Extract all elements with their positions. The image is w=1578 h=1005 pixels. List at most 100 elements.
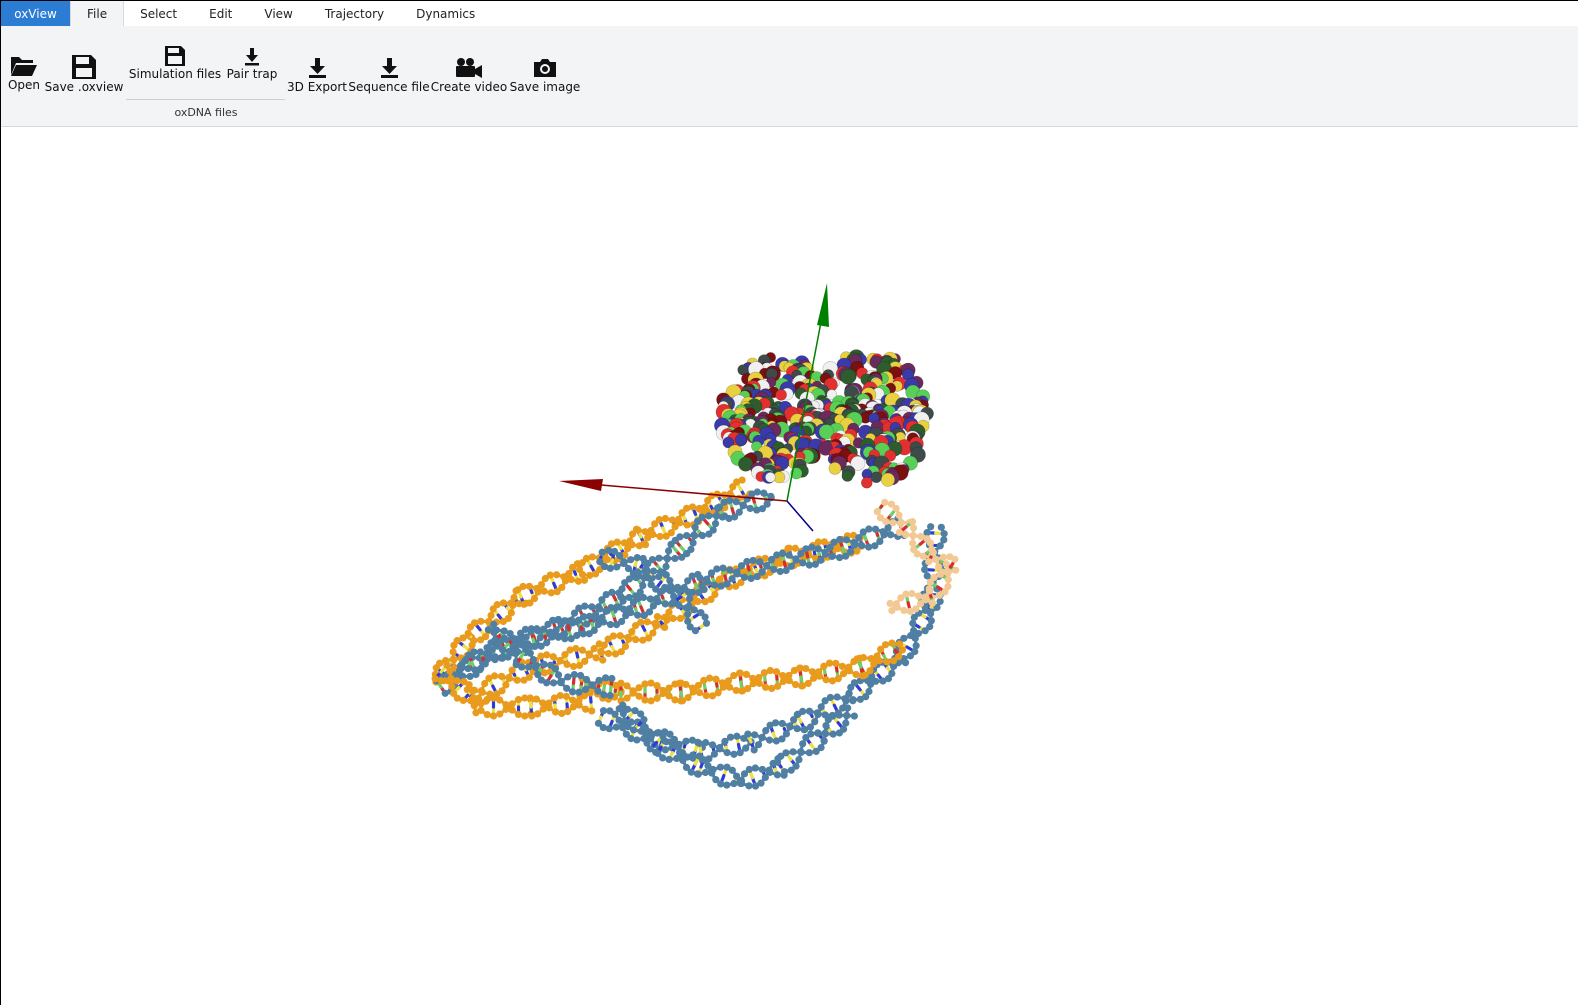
nucleotide [499,599,507,607]
dna-helix[interactable] [594,523,948,765]
nucleotide [844,704,852,712]
protein-atom [828,462,842,475]
download-icon [377,56,401,80]
protein-atom [765,471,776,483]
nucleotide [686,594,694,603]
folder-open-icon [9,54,39,78]
nucleotide [909,524,918,532]
create-video-button[interactable]: Create video [430,56,508,94]
nucleotide [702,619,711,627]
save-oxview-label: Save .oxview [44,80,124,94]
nucleotide [641,680,649,688]
protein-atom [818,424,835,440]
nucleotide [951,555,959,563]
download-icon [241,45,263,67]
dna-origami-structure[interactable] [431,476,960,790]
nucleotide [738,476,746,484]
protein-atom [722,436,735,449]
dna-helix[interactable] [615,701,858,790]
nucleotide [898,646,907,654]
protein-atom [826,389,838,400]
dna-helix[interactable] [484,620,616,700]
nucleotide [909,626,918,635]
open-button[interactable]: Open [7,54,41,92]
sequence-file-button[interactable]: Sequence file [348,56,430,94]
x-axis-arrowhead [559,479,603,491]
nucleotide [888,607,896,615]
tab-dynamics[interactable]: Dynamics [416,6,476,21]
protein-cluster[interactable] [714,349,934,489]
nucleotide [936,597,944,605]
y-axis-line [786,321,822,502]
protein-atom [840,368,857,385]
nucleotide [726,733,735,741]
download-icon [305,56,329,80]
tab-file[interactable]: File [70,1,125,27]
protein-atom [870,471,883,484]
nucleotide [608,674,616,683]
nucleotide [606,691,614,700]
dna-helix[interactable] [576,639,907,705]
molecular-scene[interactable] [1,127,1578,1005]
tab-edit[interactable]: Edit [209,6,233,21]
oxdna-files-group-label: oxDNA files [174,106,238,119]
nucleotide [842,719,850,727]
open-label: Open [7,78,41,92]
simulation-files-button[interactable]: Simulation files [129,45,221,81]
protein-atom [818,440,833,456]
nucleotide [484,626,492,634]
save-icon [164,45,186,67]
file-ribbon: Open Save .oxview Simulation files [1,26,1578,127]
axis-gizmo [559,283,829,532]
tab-select[interactable]: Select [140,6,178,21]
nucleotide [906,607,914,615]
export-3d-button[interactable]: 3D Export [287,56,347,94]
nucleotide [588,707,596,715]
nucleotide [921,565,929,574]
dna-helix[interactable] [431,476,754,686]
y-axis-arrowhead [817,283,829,327]
nucleotide [895,640,904,648]
create-video-label: Create video [430,80,508,94]
protein-atom [880,472,896,487]
nucleotide [944,576,952,584]
save-oxview-button[interactable]: Save .oxview [44,54,124,94]
nucleotide [843,711,851,720]
protein-atom [734,433,747,446]
ribbon-tab-bar: oxView File Select Edit View Trajectory … [1,1,1578,27]
camera-icon [532,56,558,80]
nucleotide [599,656,607,664]
protein-atom [775,389,787,401]
scene-viewport[interactable] [1,127,1578,1005]
export-3d-label: 3D Export [287,80,347,94]
save-image-button[interactable]: Save image [509,56,581,94]
nucleotide [850,712,858,720]
protein-atom [850,455,866,471]
tab-view[interactable]: View [264,6,293,21]
floppy-disk-icon [71,54,97,80]
video-camera-icon [454,56,484,80]
simulation-files-label: Simulation files [128,67,222,81]
nucleotide [937,523,945,531]
oxdna-group-divider [126,99,285,100]
z-axis-line [786,500,814,532]
dna-helix[interactable] [873,498,960,615]
pair-trap-button[interactable]: Pair trap [226,45,278,81]
sequence-file-label: Sequence file [348,80,430,94]
x-axis-line [600,484,788,502]
tab-trajectory[interactable]: Trajectory [324,6,385,21]
nucleotide [767,492,775,500]
protein-atom [860,476,873,489]
nucleotide [608,588,616,596]
save-image-label: Save image [509,80,581,94]
pair-trap-label: Pair trap [226,67,278,81]
nucleotide [613,538,621,546]
dna-helix[interactable] [596,546,711,635]
app-menu-tab[interactable]: oxView [1,1,70,26]
nucleotide [712,512,721,520]
dna-helix[interactable] [431,661,596,720]
nucleotide [927,523,935,531]
nucleotide [886,599,894,607]
nucleotide [691,627,700,635]
